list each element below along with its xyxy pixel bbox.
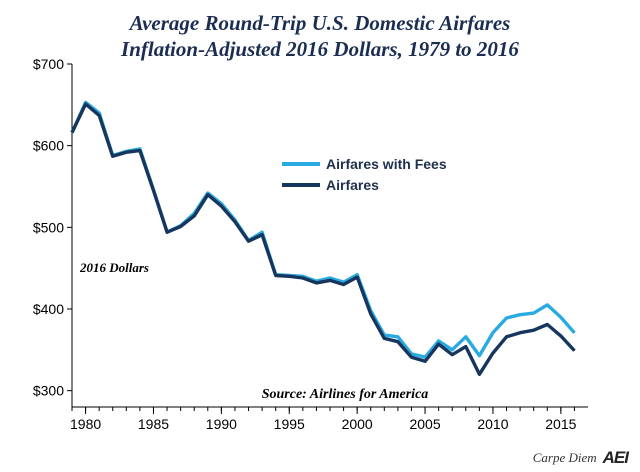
point-airfares-2006 [438,343,440,345]
point-airfares-1982 [112,155,114,157]
point-airfares-2003 [397,341,399,343]
chart-subtitle: Inflation-Adjusted 2016 Dollars, 1979 to… [121,37,519,61]
point-fees-2016 [573,332,575,334]
point-fees-2013 [533,312,535,314]
y-tick-label: $600 [33,138,64,154]
point-airfares-1984 [139,150,141,152]
point-airfares-2000 [356,276,358,278]
point-fees-2012 [519,314,521,316]
point-airfares-1992 [248,240,250,242]
point-airfares-2016 [573,350,575,352]
point-airfares-1986 [166,231,168,233]
series-line-airfares-with-fees [70,100,576,359]
point-fees-1998 [329,277,331,279]
y-tick-label: $300 [33,383,64,399]
point-airfares-1995 [288,275,290,277]
chart-title: Average Round-Trip U.S. Domestic Airfare… [129,11,511,35]
point-airfares-2009 [478,373,480,375]
point-fees-2009 [478,355,480,357]
y-tick-label: $700 [33,56,64,72]
point-airfares-1980 [85,103,87,105]
point-airfares-1988 [193,215,195,217]
point-fees-2010 [492,332,494,334]
axes: $300 $400 $500 $600 $700 1980 1985 1990 1995 2000… [33,56,588,432]
point-airfares-1993 [261,234,263,236]
point-fees-1999 [343,281,345,283]
y-tick-label: $400 [33,301,64,317]
point-airfares-1983 [125,151,127,153]
point-airfares-1997 [315,282,317,284]
point-airfares-2007 [451,354,453,356]
point-airfares-2010 [492,352,494,354]
legend-label-airfares: Airfares [326,177,379,193]
point-airfares-1999 [343,284,345,285]
point-airfares-1994 [275,275,277,277]
annotation-2016-dollars: 2016 Dollars [79,260,149,275]
point-airfares-2012 [519,332,521,334]
point-fees-1993 [261,231,263,233]
point-fees-2006 [438,340,440,342]
point-fees-2014 [546,304,548,306]
series-line-airfares [70,102,576,376]
branding: Carpe Diem AEI [532,448,629,468]
x-tick-label: 2000 [342,416,373,432]
point-fees-2007 [451,349,453,351]
x-tick-label: 1980 [70,416,101,432]
point-airfares-2002 [383,337,385,339]
point-airfares-2005 [424,360,426,362]
legend-label-fees: Airfares with Fees [326,156,447,172]
point-fees-2000 [356,274,358,276]
series-lines [70,100,576,376]
x-tick-label: 2010 [477,416,508,432]
carpe-diem-label: Carpe Diem [532,450,597,465]
point-fees-2011 [506,317,508,319]
annotation-source: Source: Airlines for America [262,387,429,402]
y-tick-label: $500 [33,219,64,235]
point-airfares-1989 [207,194,209,196]
point-airfares-2004 [410,356,412,358]
point-airfares-2014 [546,324,548,326]
x-tick-label: 1985 [138,416,169,432]
point-airfares-1998 [329,279,331,281]
x-tick-label: 1990 [206,416,237,432]
x-tick-label: 2015 [545,416,576,432]
point-airfares-2013 [533,329,535,331]
point-airfares-2008 [465,346,467,348]
point-airfares-2015 [560,335,562,337]
point-fees-2015 [560,316,562,318]
point-airfares-2011 [506,336,508,338]
point-airfares-1987 [180,226,182,228]
point-fees-2005 [424,356,426,358]
point-airfares-1979 [71,132,73,134]
x-tick-label: 1995 [274,416,305,432]
point-airfares-1991 [234,221,236,223]
x-tick-label: 2005 [409,416,440,432]
point-airfares-1985 [152,190,154,192]
point-airfares-2001 [370,313,372,315]
point-airfares-1996 [302,277,304,279]
legend: Airfares with Fees Airfares [282,156,447,193]
point-fees-2003 [397,336,399,338]
aei-logo-icon: AEI [602,448,629,467]
point-airfares-1990 [220,205,222,207]
point-fees-2008 [465,336,467,338]
point-airfares-1981 [98,114,100,116]
point-fees-2004 [410,353,412,355]
